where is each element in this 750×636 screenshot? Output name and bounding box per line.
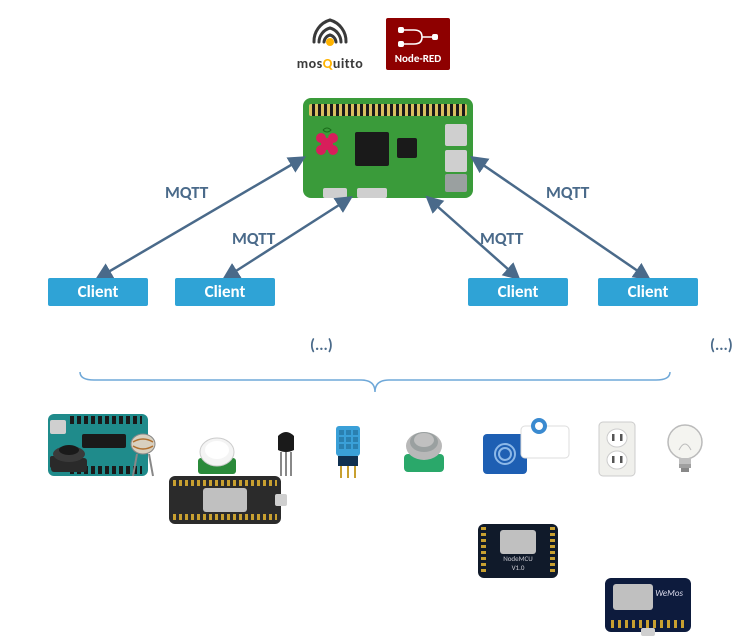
- raspberry-pi-board: [303, 98, 473, 198]
- mosquitto-label: mosQuitto: [290, 55, 370, 72]
- client-box: Client: [175, 278, 275, 306]
- ellipsis-right: (...): [710, 336, 733, 355]
- button-icon: [41, 424, 97, 480]
- sensor-row: [0, 410, 750, 480]
- mqtt-label: MQTT: [232, 228, 275, 249]
- transistor-icon: [268, 424, 304, 480]
- ldr-icon: [119, 424, 167, 480]
- outlet-icon: [595, 418, 639, 480]
- bulb-icon: [661, 418, 709, 480]
- dht11-icon: [326, 420, 370, 480]
- client-box: Client: [598, 278, 698, 306]
- rfid-icon: [477, 418, 573, 480]
- pir-icon: [188, 422, 246, 480]
- client-box: Client: [48, 278, 148, 306]
- mqtt-label: MQTT: [480, 228, 523, 249]
- mqtt-label: MQTT: [165, 182, 208, 203]
- wemos-board: WeMos: [605, 578, 691, 632]
- mqtt-label: MQTT: [546, 182, 589, 203]
- esp32-board: [169, 476, 281, 524]
- nodemcu-board: NodeMCUV1.0: [478, 524, 558, 578]
- gas-sensor-icon: [392, 418, 456, 480]
- nodered-label: Node-RED: [395, 52, 441, 65]
- mosquitto-logo: mosQuitto: [290, 8, 370, 72]
- nodered-logo: Node-RED: [386, 18, 450, 70]
- client-box: Client: [468, 278, 568, 306]
- ellipsis-left: (...): [310, 336, 333, 355]
